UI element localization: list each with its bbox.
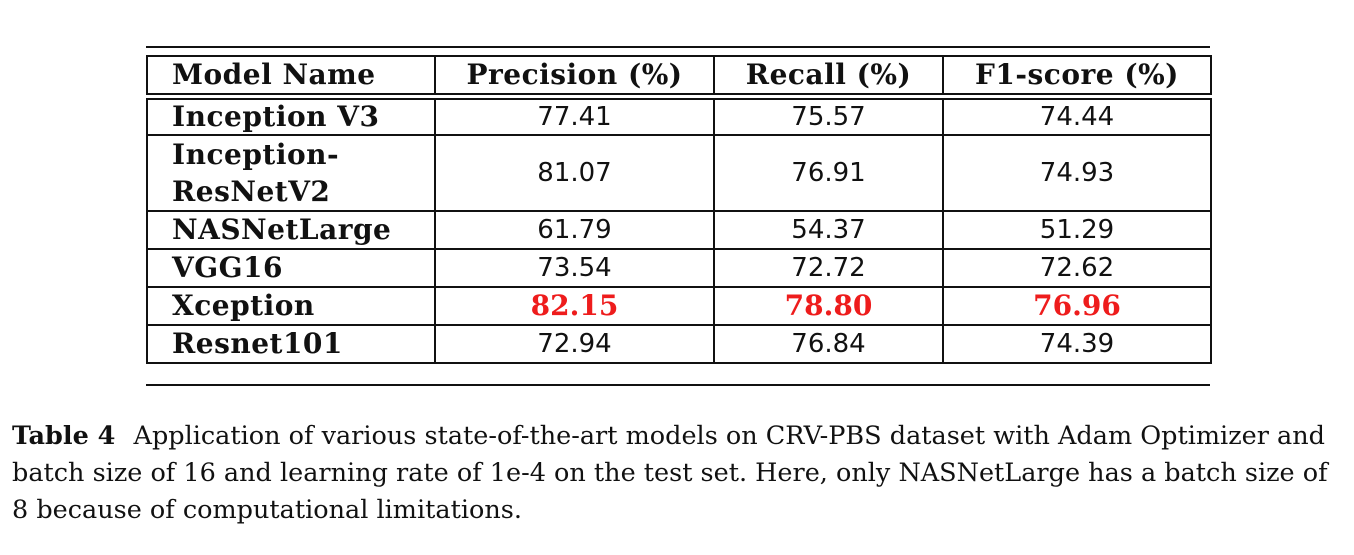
f1-cell: 74.39 bbox=[942, 324, 1212, 364]
recall-cell: 75.57 bbox=[713, 95, 944, 136]
model-name-cell: Xception bbox=[146, 286, 436, 326]
precision-cell: 72.94 bbox=[434, 324, 715, 364]
precision-cell: 61.79 bbox=[434, 210, 715, 250]
recall-best-cell: 78.80 bbox=[713, 286, 944, 326]
table-bottom-rule bbox=[146, 384, 1210, 386]
model-name-cell: Resnet101 bbox=[146, 324, 436, 364]
model-name-cell: Inception V3 bbox=[146, 95, 436, 136]
recall-cell: 54.37 bbox=[713, 210, 944, 250]
model-name-cell: VGG16 bbox=[146, 248, 436, 288]
f1-best-cell: 76.96 bbox=[942, 286, 1212, 326]
table-caption: Table 4 Application of various state-of-… bbox=[12, 418, 1346, 529]
header-recall: Recall (%) bbox=[713, 55, 944, 98]
f1-cell: 74.44 bbox=[942, 95, 1212, 136]
table-row: Inception V3 77.41 75.57 74.44 bbox=[146, 95, 1212, 136]
header-model-name: Model Name bbox=[146, 55, 436, 98]
table-row: Resnet101 72.94 76.84 74.39 bbox=[146, 324, 1212, 364]
table-row: Inception- ResNetV2 81.07 76.91 74.93 bbox=[146, 134, 1212, 212]
recall-cell: 76.91 bbox=[713, 134, 944, 212]
precision-cell: 81.07 bbox=[434, 134, 715, 212]
header-precision: Precision (%) bbox=[434, 55, 715, 98]
caption-label: Table 4 bbox=[12, 421, 116, 451]
model-name-text: Inception- ResNetV2 bbox=[172, 138, 340, 208]
table-row: VGG16 73.54 72.72 72.62 bbox=[146, 248, 1212, 288]
results-table: Model Name Precision (%) Recall (%) F1-s… bbox=[146, 55, 1212, 364]
recall-cell: 72.72 bbox=[713, 248, 944, 288]
f1-cell: 72.62 bbox=[942, 248, 1212, 288]
table-row: NASNetLarge 61.79 54.37 51.29 bbox=[146, 210, 1212, 250]
f1-cell: 74.93 bbox=[942, 134, 1212, 212]
precision-best-cell: 82.15 bbox=[434, 286, 715, 326]
recall-cell: 76.84 bbox=[713, 324, 944, 364]
precision-cell: 77.41 bbox=[434, 95, 715, 136]
model-name-cell: NASNetLarge bbox=[146, 210, 436, 250]
precision-cell: 73.54 bbox=[434, 248, 715, 288]
table-top-rule bbox=[146, 46, 1210, 48]
table-row-best: Xception 82.15 78.80 76.96 bbox=[146, 286, 1212, 326]
f1-cell: 51.29 bbox=[942, 210, 1212, 250]
model-name-cell: Inception- ResNetV2 bbox=[146, 134, 436, 212]
table-header-row: Model Name Precision (%) Recall (%) F1-s… bbox=[146, 55, 1212, 98]
caption-text: Application of various state-of-the-art … bbox=[12, 421, 1328, 525]
header-f1-score: F1-score (%) bbox=[942, 55, 1212, 98]
